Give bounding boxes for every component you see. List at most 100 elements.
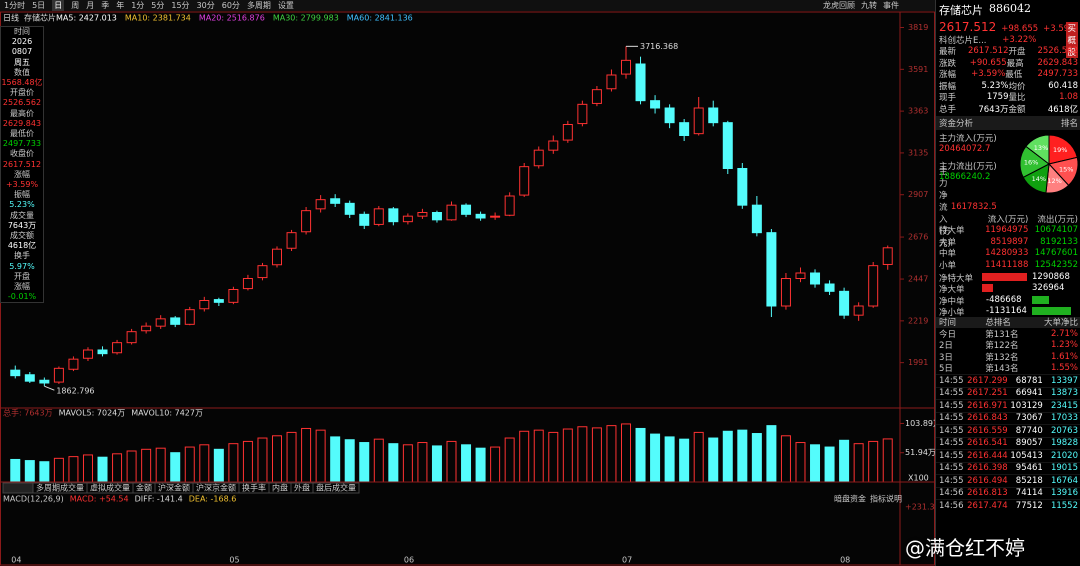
volume-bar [170,452,181,483]
quote-cell: 量比 [1008,93,1026,104]
rank-row: 5日 第 143名 1.55% [936,363,1080,375]
volume-bar [315,429,326,483]
watermark: @满仓红不婷 [905,536,1025,560]
rank-row: 2日 第 122名 1.23% [936,340,1080,352]
info-item: 数值 [14,67,30,77]
rank-cell: 143名 [993,364,1019,375]
tool-button[interactable]: 九转 [861,1,877,10]
tick-cell: 77512 [1015,500,1043,511]
candle-body [24,374,35,382]
period-tab[interactable]: 1分时 [4,1,26,10]
candle-body [533,149,544,167]
rank-cell: 1.55% [1051,363,1079,374]
y-tick-label: 3819 [908,23,928,32]
quote-cell: 60.418 [1048,80,1078,91]
volume-bar [39,461,50,483]
candle-body [620,59,631,75]
candle-body [257,265,268,279]
volume-bar [184,446,195,483]
concept-button[interactable]: 买概股 [1065,21,1079,58]
indicator-tab[interactable]: 外盘 [294,483,310,493]
candle-body [10,369,21,377]
y-tick-label: 2676 [908,233,928,242]
period-tab[interactable]: 年 [116,1,125,10]
volume-bar [373,438,384,483]
macd-label: DEA: -168.6 [189,495,237,504]
info-item: 周五 [14,57,30,67]
rank-button[interactable]: 排名 [1060,118,1078,129]
volume-bar [402,444,413,483]
ma-label: MA10: 2381.734 [125,14,191,23]
flow-row: 中单 14280933 14767601 [936,248,1080,259]
tick-cell: 14:55 [939,400,964,411]
net-flow-bar [982,272,1027,281]
rank-cell: 第 [985,352,994,363]
tick-cell: 2616.494 [967,475,1008,486]
indicator-tab[interactable]: 虚拟成交量 [90,483,130,493]
quote-cell: 1.08 [1059,92,1078,103]
volume-unit: X100 [908,474,929,483]
flow-cell: 8192133 [1040,236,1078,247]
rank-cell: 2.71% [1051,328,1079,339]
tool-button[interactable]: 事件 [883,1,899,10]
toolbar-right: 龙虎回顾 九转 事件 [823,0,939,11]
candle-body [882,247,893,265]
flow-cell: 12542352 [1034,259,1078,270]
period-tab[interactable]: 月 [86,1,95,10]
macd-tick: +231.3 [905,503,935,512]
candle-body [301,210,312,233]
toolbar: 1分时 5日日周月季年 1分 5分 15分 30分 60分 多周期 设置 龙虎回顾 九转 事件 [0,0,939,11]
indicator-tab[interactable]: 盘后成交量 [316,483,356,493]
tick-cell: 14:55 [939,438,964,449]
date-label: 04 [11,556,21,565]
candle-body [810,272,821,285]
volume-bar [228,443,239,483]
indicator-tab[interactable]: 金额 [136,483,152,493]
indicator-tab[interactable]: 换手率 [242,483,266,493]
rank-cell: 第 [985,364,994,375]
macd-label: MACD: +54.54 [70,495,129,504]
candle-body [373,208,384,225]
period-tab[interactable]: 30分 [196,1,215,10]
volume-bar [780,435,791,483]
candle-body [155,318,166,327]
macd-button[interactable]: 指标说明 [870,494,902,504]
net-flow-bar [1032,307,1072,315]
indicator-tab[interactable]: 沪深京金额 [196,483,236,493]
volume-bar [126,450,137,483]
period-tab[interactable]: 1分 [131,1,145,10]
period-tab[interactable]: 60分 [221,1,240,10]
period-tab[interactable]: 15分 [171,1,190,10]
quote-cell: 7643万 [978,104,1009,115]
candle-body [141,325,152,332]
rank-cell: 122名 [993,341,1019,352]
indicator-tab[interactable]: 沪深金额 [158,483,190,493]
period-tab[interactable]: 多周期 [246,1,271,10]
volume-bar [810,444,821,483]
quote-cell: 2617.512 [967,46,1009,57]
rank-cell: 3日 [939,352,953,363]
annotation-arrow [44,385,55,391]
info-item: 收盘价 [10,149,34,159]
period-tab[interactable]: 设置 [277,1,294,10]
info-item: 1568.48亿 [1,78,43,88]
period-tab[interactable]: 季 [101,1,110,10]
period-tab[interactable]: 5日 [32,1,46,10]
period-tab[interactable]: 周 [71,1,80,10]
date-label: 05 [229,556,239,565]
tick-cell: 14:55 [939,450,964,461]
macd-button[interactable]: 暗盘资金 [834,494,866,504]
indicator-tab[interactable]: 内盘 [272,483,288,493]
tool-button[interactable]: 龙虎回顾 [823,1,855,10]
flow-cell: 特大单 [939,226,965,237]
tick-cell: 89057 [1015,438,1043,449]
candle-body [708,107,719,124]
quote-cell: +90.655 [969,57,1007,68]
tick-cell: 14:55 [939,413,964,424]
period-tab[interactable]: 5分 [151,1,165,10]
tab-frame [312,482,360,494]
quote-row: 振幅 5.23% 均价 60.418 [936,80,1080,92]
indicator-tab[interactable]: 多周期成交量 [36,483,84,493]
ma-label: MA20: 2516.876 [199,14,265,23]
period-tab[interactable]: 日 [52,0,65,11]
